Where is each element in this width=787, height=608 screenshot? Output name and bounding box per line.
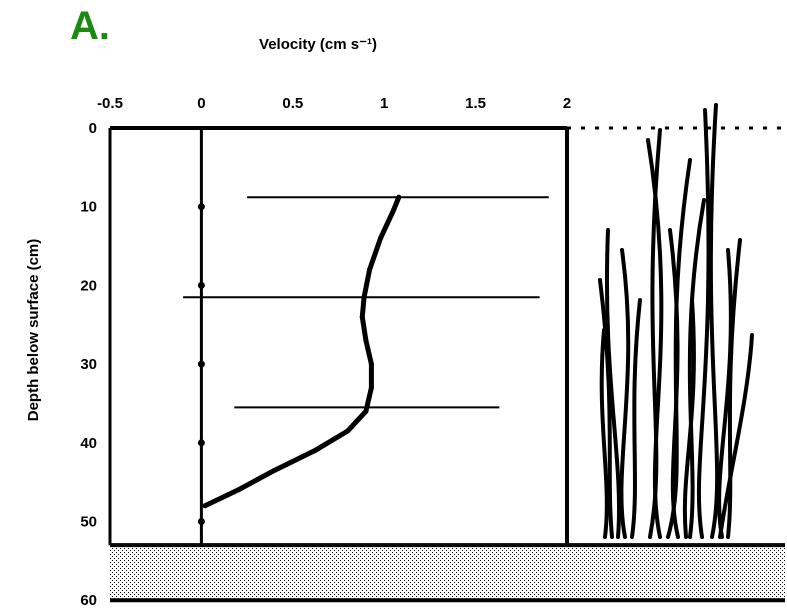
velocity-point: [378, 235, 384, 241]
zero-line-point: [197, 360, 205, 368]
velocity-point: [368, 361, 374, 367]
y-tick-label: 30: [80, 356, 97, 373]
velocity-point: [390, 208, 396, 214]
velocity-point: [359, 314, 365, 320]
velocity-point: [361, 294, 367, 300]
seagrass-blade: [696, 108, 711, 539]
seagrass-blade: [682, 298, 696, 539]
x-tick-label: 0: [197, 95, 205, 112]
seagrass-blade: [726, 238, 742, 539]
velocity-point: [363, 337, 369, 343]
x-tick-label: 0.5: [282, 95, 303, 112]
y-tick-label: 10: [80, 199, 97, 216]
velocity-point: [363, 408, 369, 414]
y-tick-label: 60: [80, 592, 97, 608]
seagrass-blade: [619, 248, 631, 539]
seagrass-blade: [598, 278, 614, 539]
velocity-point: [235, 487, 241, 493]
velocity-point: [272, 467, 278, 473]
panel-label: A.: [70, 4, 110, 48]
x-tick-label: 2: [563, 95, 571, 112]
seagrass-blade: [646, 138, 664, 539]
y-axis-title: Depth below surface (cm): [25, 239, 42, 422]
zero-line-point: [197, 203, 205, 211]
sediment-bed: [110, 545, 785, 601]
zero-line-point: [197, 281, 205, 289]
seagrass-blade: [717, 248, 733, 539]
seagrass-blade: [718, 333, 754, 539]
seagrass-blade: [630, 298, 642, 539]
x-tick-label: -0.5: [97, 95, 123, 112]
x-tick-label: 1.5: [465, 95, 486, 112]
x-axis-title: Velocity (cm s⁻¹): [259, 36, 377, 53]
zero-line-point: [197, 439, 205, 447]
zero-line-point: [197, 518, 205, 525]
y-tick-label: 0: [89, 120, 97, 137]
y-tick-label: 50: [80, 514, 97, 531]
seagrass-blade: [599, 328, 609, 539]
y-tick-label: 40: [80, 435, 97, 452]
velocity-point: [345, 428, 351, 434]
velocity-point: [368, 385, 374, 391]
velocity-point: [396, 194, 402, 200]
seagrass-blade: [668, 228, 680, 539]
seagrass-blade: [708, 103, 720, 539]
x-tick-label: 1: [380, 95, 388, 112]
velocity-point: [367, 267, 373, 273]
y-tick-label: 20: [80, 277, 97, 294]
velocity-profile-line: [202, 194, 402, 509]
seagrass-blade: [604, 228, 622, 539]
velocity-point: [202, 503, 208, 509]
velocity-point: [312, 448, 318, 454]
seagrass-blade: [687, 198, 706, 539]
